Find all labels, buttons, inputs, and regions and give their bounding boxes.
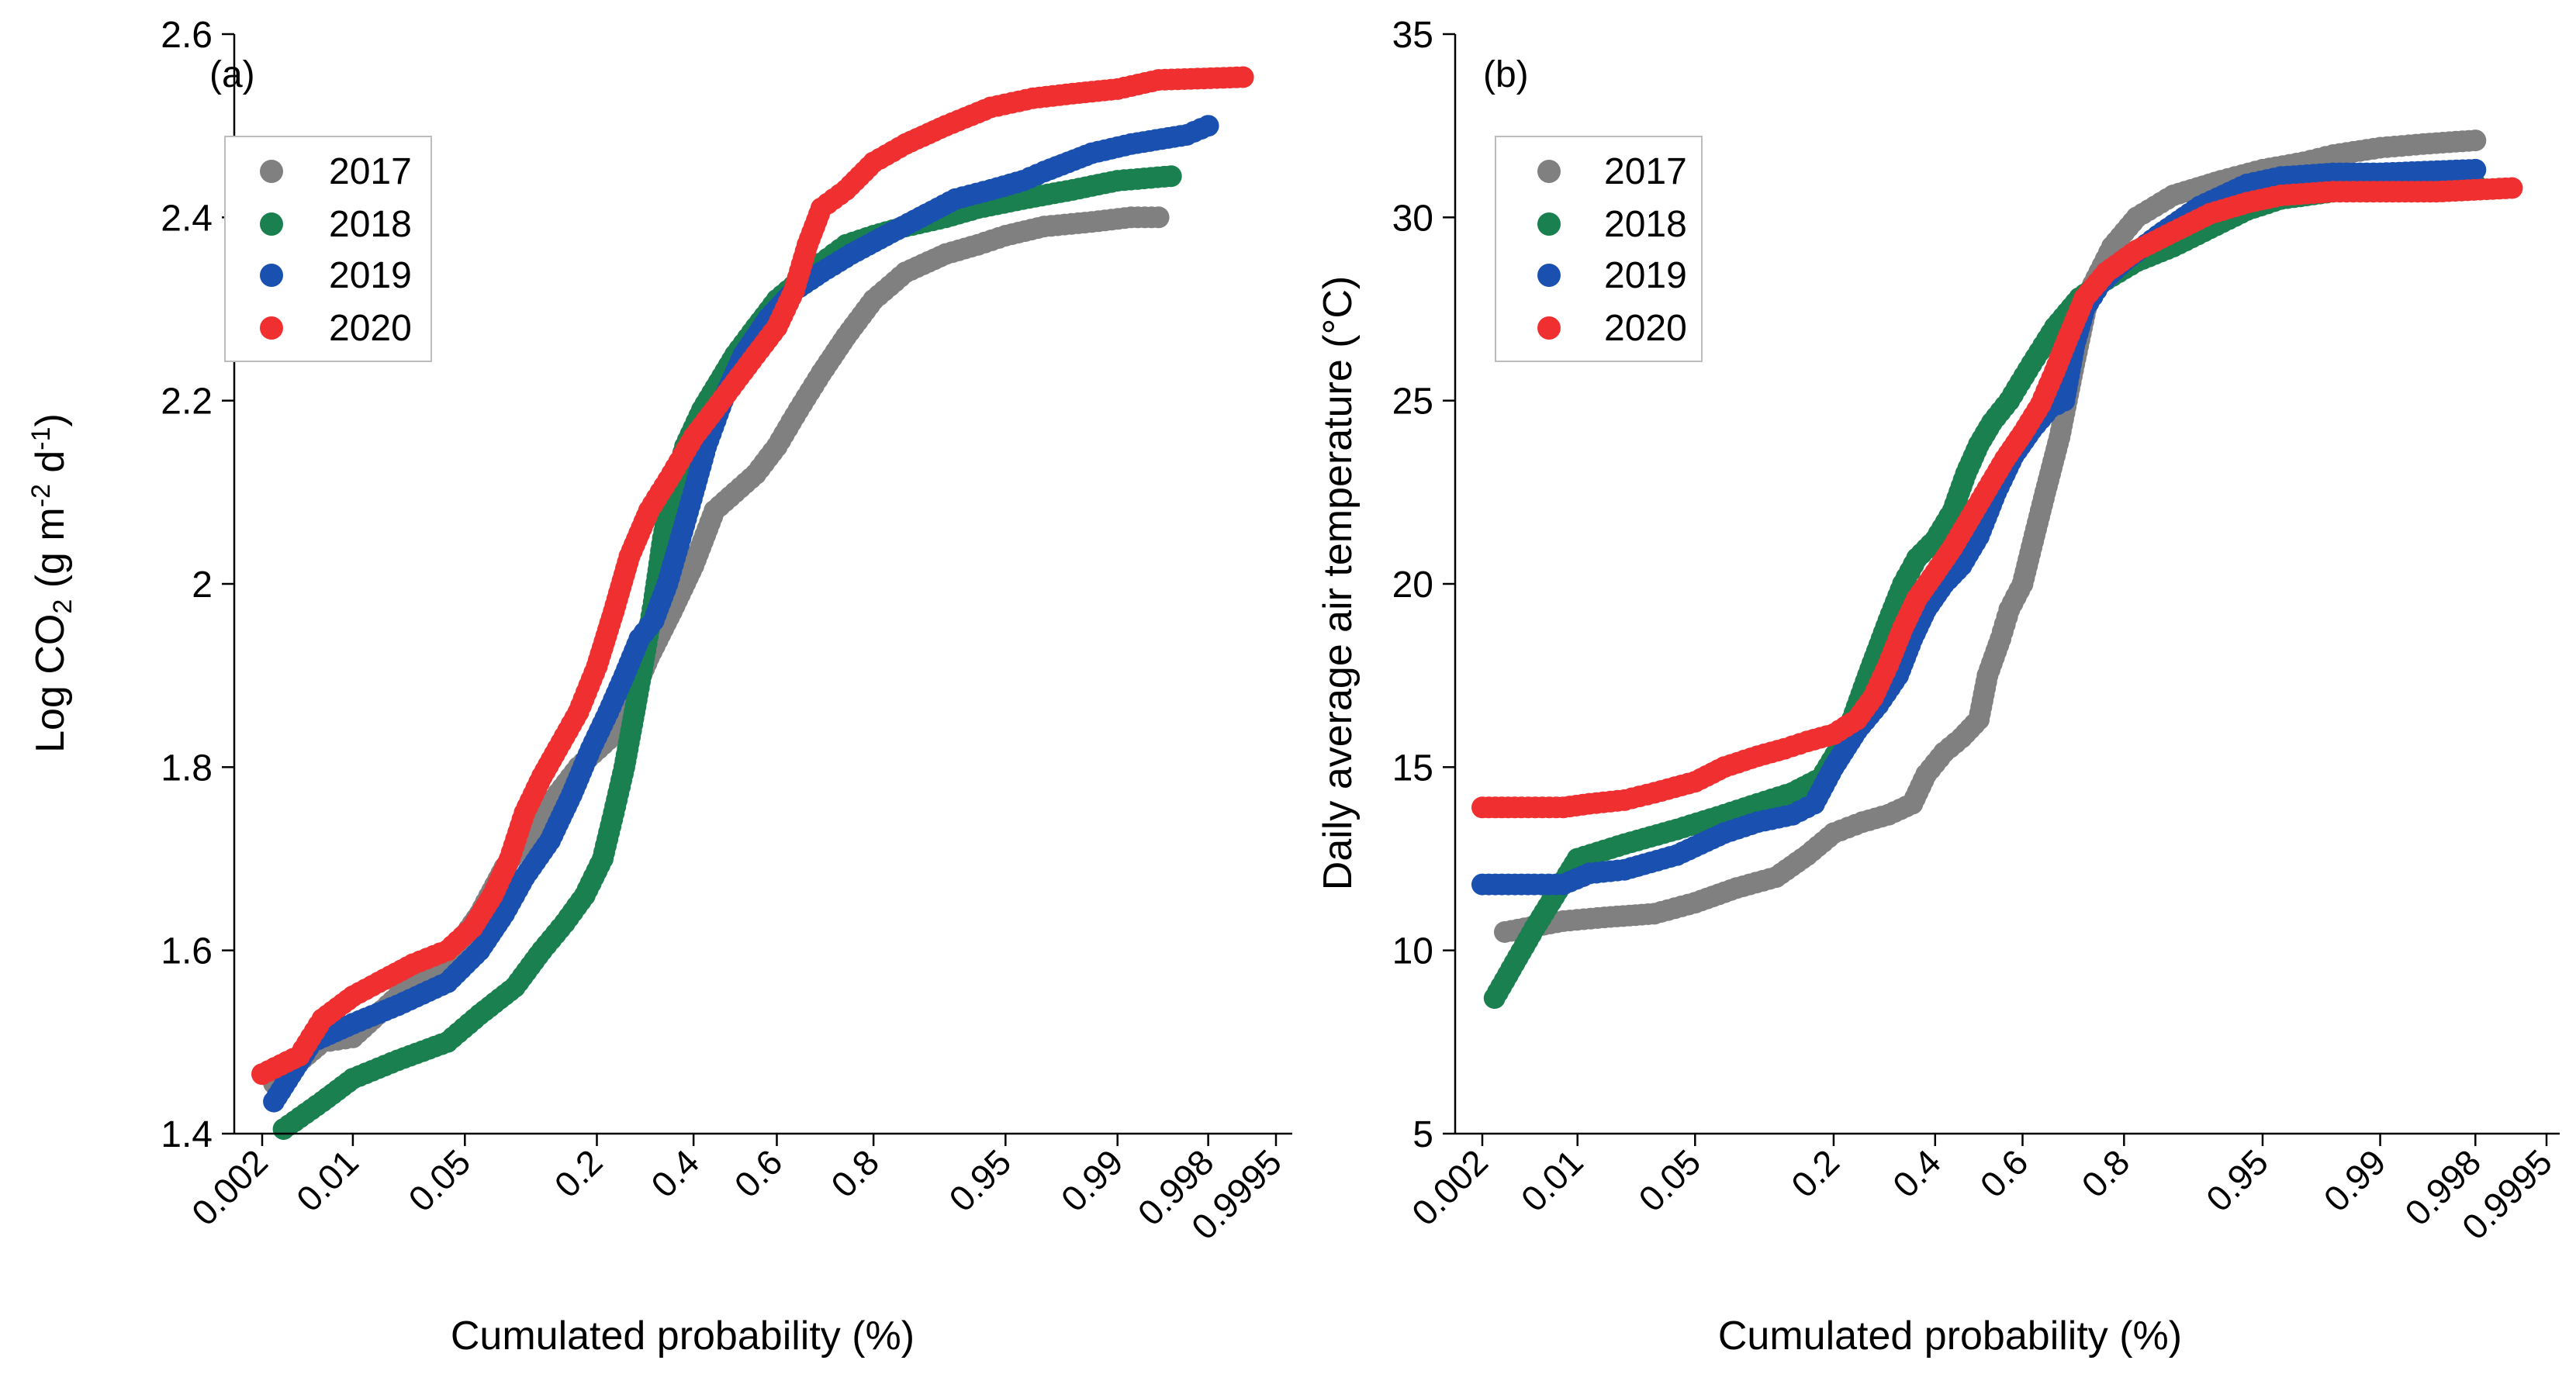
data-point bbox=[1232, 66, 1254, 88]
legend-a-marker-2020 bbox=[260, 316, 283, 340]
legend-b-marker-2020 bbox=[1537, 316, 1561, 340]
y-tick-label: 25 bbox=[1392, 382, 1433, 423]
legend-a-marker-2019 bbox=[260, 264, 283, 287]
panel-b-legend-box bbox=[1495, 136, 1703, 362]
data-point bbox=[2501, 177, 2523, 199]
data-point bbox=[1160, 165, 1182, 188]
data-point bbox=[1147, 206, 1170, 229]
series-2020 bbox=[1471, 177, 2523, 819]
y-tick-label: 10 bbox=[1392, 931, 1433, 972]
y-tick-label: 35 bbox=[1392, 15, 1433, 56]
y-tick-label: 2 bbox=[192, 564, 213, 606]
panel-b-points bbox=[1471, 129, 2523, 1010]
legend-a-label-2017: 2017 bbox=[329, 151, 412, 192]
y-tick-label: 5 bbox=[1412, 1114, 1433, 1155]
panel-b-legend: 2017 2018 2019 2020 bbox=[1495, 136, 1703, 362]
panel-a-points bbox=[251, 66, 1254, 1141]
data-point bbox=[2464, 158, 2487, 181]
y-tick-label: 2.6 bbox=[161, 15, 213, 56]
y-tick-label: 20 bbox=[1392, 564, 1433, 606]
y-tick-label: 2.2 bbox=[161, 382, 213, 423]
y-title-sup1: -2 bbox=[26, 484, 56, 507]
legend-a-label-2020: 2020 bbox=[329, 308, 412, 349]
y-tick-label: 1.6 bbox=[161, 931, 213, 972]
panel-a-y-axis-title: Log CO2 (g m-2 d-1) bbox=[26, 413, 78, 753]
y-tick-label: 15 bbox=[1392, 747, 1433, 789]
legend-b-label-2017: 2017 bbox=[1604, 151, 1687, 192]
panel-a-legend-box bbox=[224, 136, 432, 362]
y-title-sup2: -1 bbox=[26, 426, 56, 450]
legend-a-label-2019: 2019 bbox=[329, 255, 412, 296]
data-point bbox=[1197, 115, 1219, 137]
y-title-unit-b: d bbox=[28, 451, 73, 484]
legend-b-label-2020: 2020 bbox=[1604, 308, 1687, 349]
legend-a-marker-2017 bbox=[260, 160, 283, 183]
panel-a-label: (a) bbox=[209, 54, 255, 95]
y-title-end: ) bbox=[28, 413, 73, 426]
legend-b-marker-2019 bbox=[1537, 264, 1561, 287]
panel-b-y-axis-title: Daily average air temperature (°C) bbox=[1316, 276, 1361, 890]
legend-a-marker-2018 bbox=[260, 212, 283, 236]
y-tick-label: 1.8 bbox=[161, 747, 213, 789]
panel-a-x-axis-title: Cumulated probability (%) bbox=[451, 1314, 915, 1359]
y-tick-label: 2.4 bbox=[161, 198, 213, 239]
data-point bbox=[2464, 129, 2487, 152]
panel-b-y-ticks: 5 10 15 20 25 30 35 bbox=[1392, 15, 1455, 1155]
panel-b-x-axis-title: Cumulated probability (%) bbox=[1718, 1314, 2182, 1359]
panel-a-legend: 2017 2018 2019 2020 bbox=[224, 136, 432, 362]
legend-b-marker-2017 bbox=[1537, 160, 1561, 183]
panel-a-y-ticks: 1.4 1.6 1.8 2 2.2 2.4 2.6 bbox=[161, 15, 234, 1155]
legend-b-label-2018: 2018 bbox=[1604, 204, 1687, 245]
y-title-unit-a: (g m bbox=[28, 507, 73, 599]
legend-a-label-2018: 2018 bbox=[329, 204, 412, 245]
series-2020 bbox=[251, 66, 1254, 1086]
y-title-sub: 2 bbox=[48, 599, 78, 614]
y-title-base: Log CO bbox=[28, 614, 73, 753]
panel-a: 1.41.61.822.22.42.6 0.002 0.01 0.05 0.2 0.4 0… bbox=[26, 15, 1292, 1359]
legend-b-label-2019: 2019 bbox=[1604, 255, 1687, 296]
legend-b-marker-2018 bbox=[1537, 212, 1561, 236]
y-tick-label: 30 bbox=[1392, 198, 1433, 239]
panel-b-label: (b) bbox=[1483, 54, 1529, 95]
y-tick-label: 1.4 bbox=[161, 1114, 213, 1155]
